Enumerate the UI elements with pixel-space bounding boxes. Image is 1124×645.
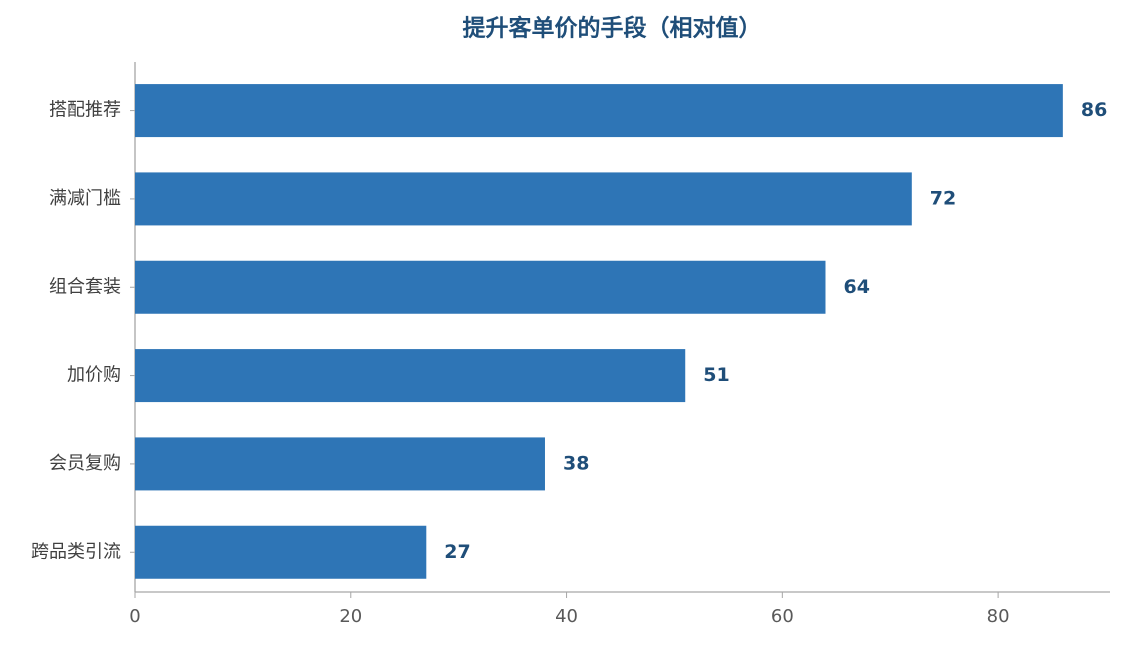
chart-title: 提升客单价的手段（相对值）	[463, 15, 762, 42]
value-label: 86	[1081, 99, 1107, 121]
y-tick-label: 满减门槛	[49, 188, 121, 209]
x-tick-label: 20	[339, 606, 362, 627]
value-label: 72	[930, 187, 956, 209]
bar	[135, 84, 1063, 138]
x-tick-label: 40	[555, 606, 578, 627]
x-tick-label: 80	[987, 606, 1010, 627]
bar	[135, 172, 912, 226]
y-tick-label: 会员复购	[49, 453, 121, 474]
value-label: 51	[703, 364, 729, 386]
y-tick-label: 搭配推荐	[49, 100, 121, 121]
x-tick-label: 60	[771, 606, 794, 627]
bar	[135, 525, 427, 579]
y-tick-label: 跨品类引流	[31, 541, 121, 562]
x-tick-label: 0	[129, 606, 140, 627]
value-label: 27	[444, 541, 470, 563]
value-label: 64	[843, 276, 869, 298]
bar	[135, 260, 826, 314]
y-tick-label: 组合套装	[49, 276, 121, 297]
bar	[135, 437, 545, 491]
bar	[135, 349, 686, 403]
y-tick-label: 加价购	[67, 365, 121, 386]
value-label: 38	[563, 452, 589, 474]
